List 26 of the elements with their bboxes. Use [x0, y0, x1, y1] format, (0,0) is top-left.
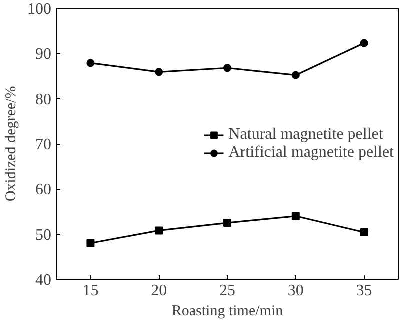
y-tick-label: 100	[28, 1, 52, 18]
x-tick-label: 15	[82, 282, 99, 300]
y-tick-label: 60	[36, 182, 52, 199]
x-tick-label: 30	[288, 282, 304, 300]
legend-label: Natural magnetite pellet	[228, 126, 384, 144]
x-tick-label: 25	[220, 282, 236, 300]
y-tick-label: 80	[36, 91, 52, 108]
point	[224, 219, 232, 228]
point	[224, 64, 232, 72]
point	[292, 71, 300, 80]
point	[360, 228, 368, 237]
y-tick-label: 70	[36, 136, 52, 154]
point	[360, 39, 368, 48]
legend-label: Artificial magnetite pellet	[228, 144, 394, 162]
x-axis-title: Roasting time/min	[172, 304, 284, 320]
x-tick-label: 20	[151, 282, 168, 300]
point	[155, 68, 164, 76]
y-axis-title: Oxidized degree/%	[4, 86, 20, 202]
point	[86, 59, 95, 68]
x-tick-label: 35	[356, 282, 372, 300]
point	[155, 226, 164, 235]
y-tick-label: 50	[36, 226, 52, 244]
y-tick-label: 40	[36, 272, 52, 289]
point	[292, 212, 300, 220]
y-tick-label: 90	[36, 46, 52, 64]
point	[86, 239, 95, 248]
